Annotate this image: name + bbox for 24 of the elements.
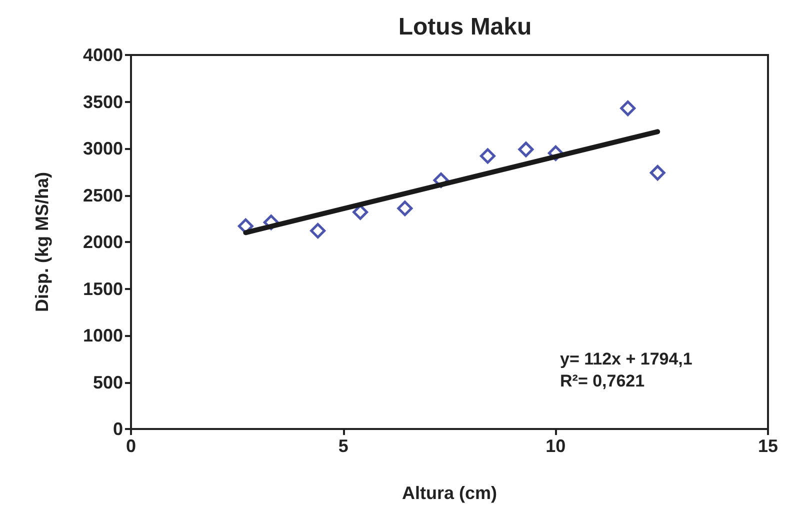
point	[620, 100, 636, 116]
y-tick-label: 0	[112, 419, 123, 439]
y-tick-label: 1000	[82, 326, 123, 346]
x-tick-label: 5	[338, 436, 348, 456]
x-axis-title: Altura (cm)	[402, 483, 498, 503]
chart-title: Lotus Maku	[398, 14, 532, 40]
y-tick-label: 1500	[82, 278, 123, 299]
y-tick-label: 3000	[82, 138, 123, 158]
y-axis-title: Disp. (kg MS/ha)	[32, 172, 52, 312]
y-tick-label: 500	[92, 372, 123, 392]
point	[310, 223, 326, 239]
y-tick-label: 3500	[82, 92, 123, 112]
point	[397, 200, 413, 216]
x-tick-label: 0	[126, 436, 136, 456]
annotation: y= 112x + 1794,1	[560, 350, 692, 368]
y-tick-label: 2500	[82, 185, 123, 206]
x-tick-label: 10	[546, 436, 566, 456]
annotation: R²= 0,7621	[560, 372, 645, 390]
point	[518, 142, 534, 158]
y-tick-label: 2000	[82, 232, 123, 252]
y-tick-label: 4000	[82, 45, 123, 65]
point	[650, 165, 666, 181]
x-tick-label: 15	[758, 436, 778, 456]
point	[480, 148, 496, 164]
